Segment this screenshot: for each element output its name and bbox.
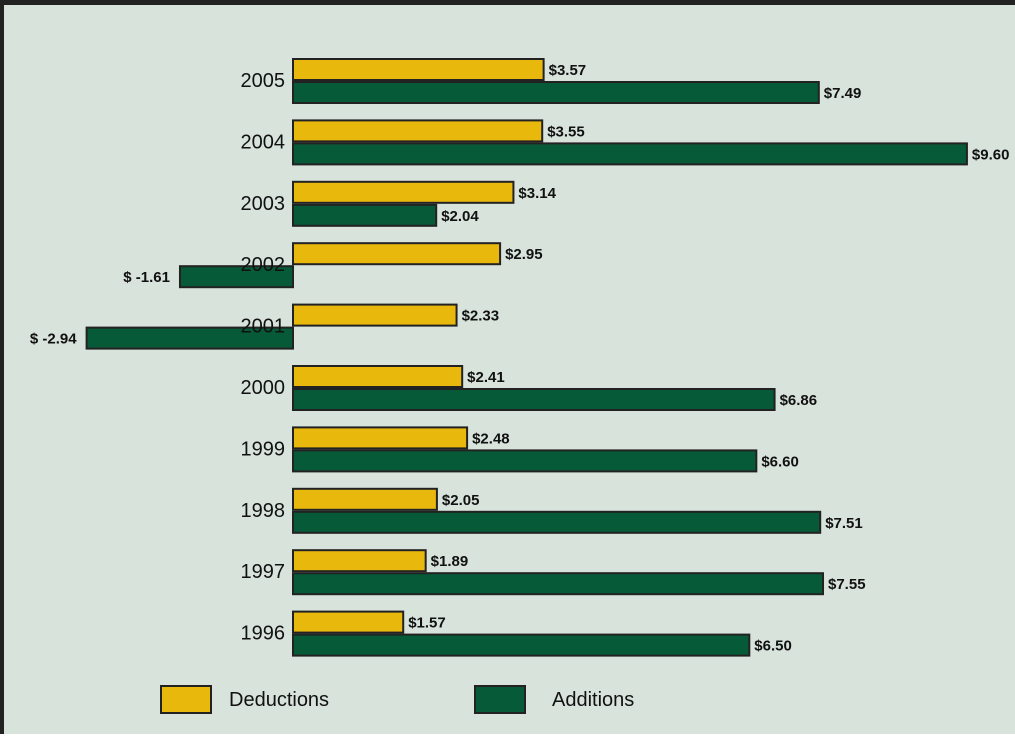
bar-deductions [292, 365, 464, 388]
value-label-deductions: $3.14 [518, 185, 556, 202]
value-label-deductions: $2.48 [472, 430, 510, 447]
bar-deductions [292, 487, 438, 511]
value-label-additions: $ -1.61 [123, 269, 170, 286]
bar-additions [292, 142, 968, 166]
value-label-deductions: $3.57 [549, 62, 587, 79]
value-label-deductions: $3.55 [547, 123, 585, 140]
category-label: 1997 [241, 561, 286, 583]
bar-additions [292, 449, 758, 473]
bar-additions [292, 203, 438, 227]
bar-deductions [292, 58, 545, 81]
bar-additions [292, 572, 825, 596]
legend-swatch-additions [474, 685, 526, 714]
bar-deductions [292, 303, 458, 327]
value-label-additions: $2.04 [441, 208, 479, 225]
bar-additions [292, 388, 776, 411]
value-label-deductions: $2.95 [505, 246, 543, 263]
value-label-additions: $6.50 [754, 638, 792, 655]
value-label-deductions: $2.41 [467, 369, 505, 386]
value-label-additions: $6.86 [780, 392, 818, 409]
category-label: 2003 [241, 193, 286, 215]
bar-deductions [292, 180, 515, 204]
category-label: 1999 [241, 438, 286, 460]
bars-layer: $3.57 $7.49 2005 $3.55 $9.60 2004 $3.14 $2.04 20… [30, 58, 1010, 657]
value-label-additions: $9.60 [972, 146, 1010, 163]
bar-additions [292, 510, 822, 534]
bar-deductions [292, 549, 427, 573]
value-label-additions: $6.60 [761, 453, 799, 470]
bar-additions [85, 326, 294, 350]
category-label: 1998 [241, 500, 286, 522]
value-label-deductions: $1.89 [431, 553, 469, 570]
bar-deductions [292, 426, 469, 450]
category-label: 2000 [241, 377, 286, 399]
value-label-additions: $7.49 [824, 85, 862, 102]
value-label-deductions: $2.33 [462, 308, 500, 325]
category-label: 2001 [241, 316, 286, 338]
bar-chart: $3.57 $7.49 2005 $3.55 $9.60 2004 $3.14 $2.04 20… [30, 58, 1010, 714]
value-label-deductions: $1.57 [408, 615, 446, 632]
bar-deductions [292, 242, 502, 266]
legend-label-deductions: Deductions [229, 689, 329, 711]
value-label-deductions: $2.05 [442, 492, 480, 509]
value-label-additions: $7.55 [828, 576, 866, 593]
value-label-additions: $ -2.94 [30, 331, 77, 348]
category-label: 1996 [241, 623, 286, 645]
category-label: 2004 [241, 131, 286, 153]
bar-deductions [292, 119, 544, 143]
value-label-additions: $7.51 [825, 515, 863, 532]
legend: Deductions Additions [160, 685, 634, 714]
bar-deductions [292, 610, 405, 634]
legend-swatch-deductions [160, 685, 212, 714]
category-label: 2002 [241, 254, 286, 276]
bar-additions [292, 81, 820, 104]
legend-label-additions: Additions [552, 689, 634, 711]
bar-additions [292, 633, 751, 657]
bar-additions [178, 265, 294, 289]
category-label: 2005 [241, 70, 286, 92]
